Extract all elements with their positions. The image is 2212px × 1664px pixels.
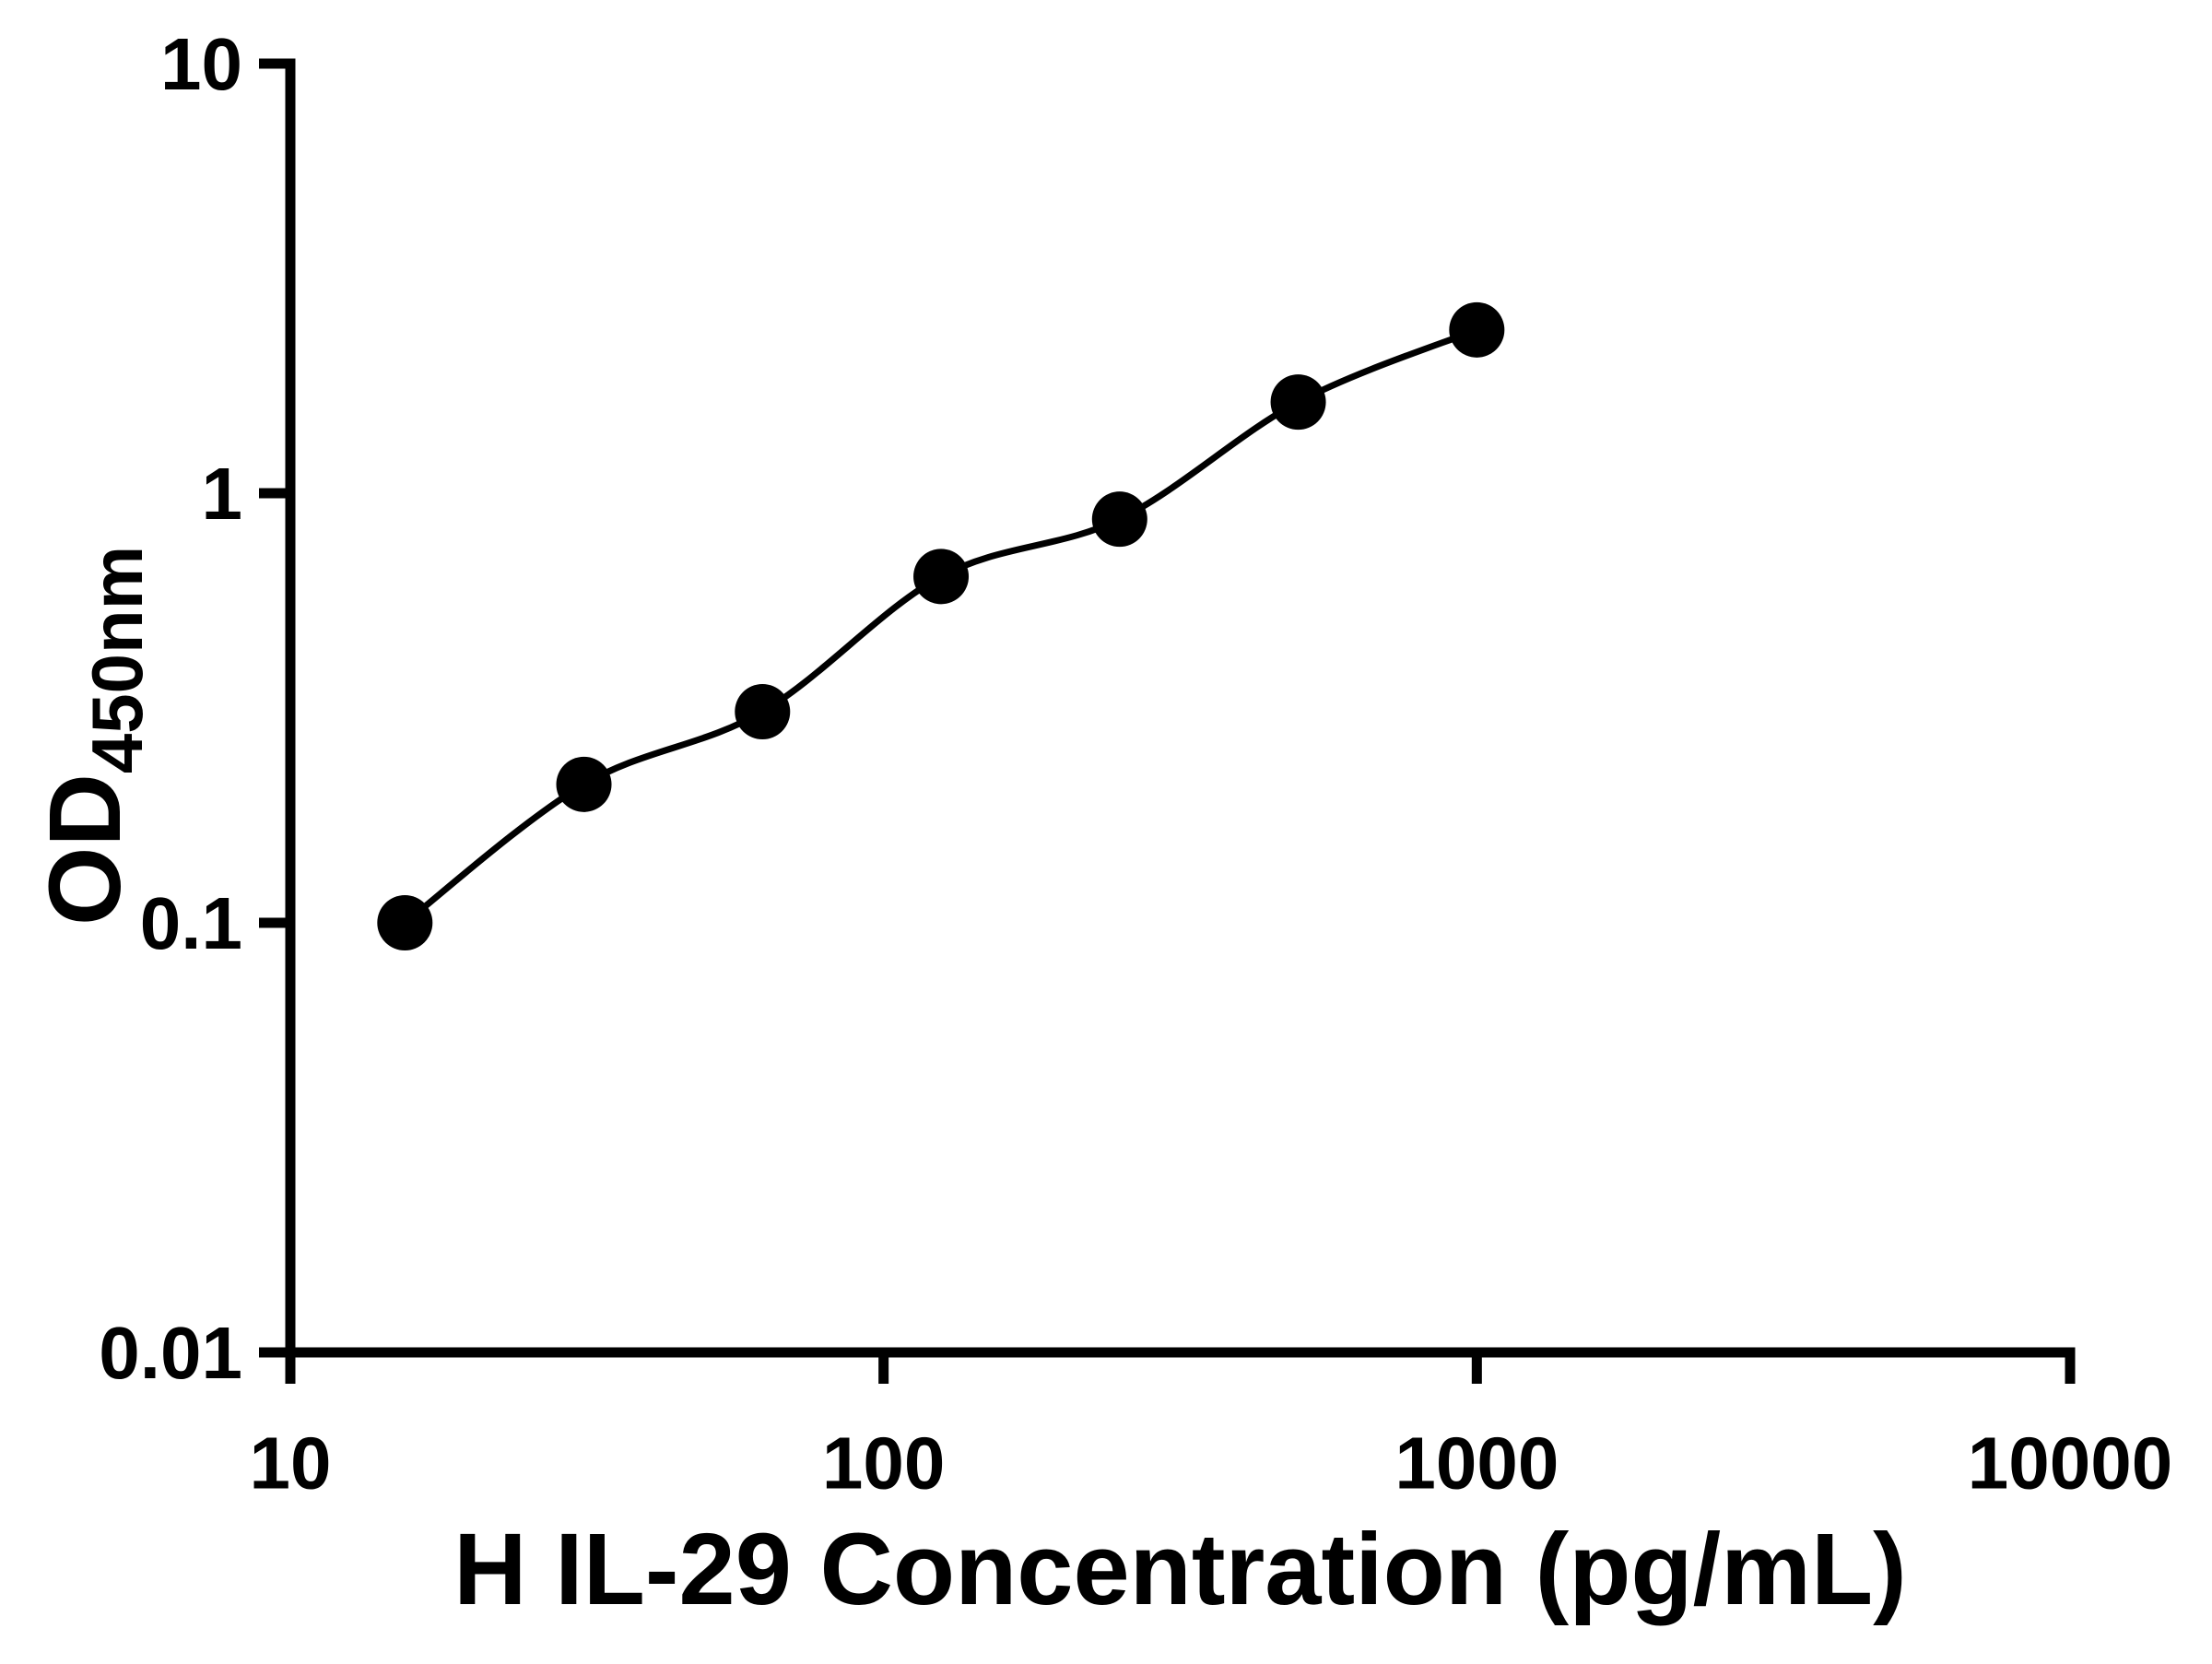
data-point-marker [1449,301,1505,358]
data-point-marker [1270,374,1326,431]
x-axis-tick-label: 1000 [1394,1422,1559,1505]
x-axis-tick-label: 10 [250,1422,332,1505]
y-axis-tick-label: 0.1 [140,882,242,964]
data-point-marker [556,756,612,812]
y-axis-tick-label: 0.01 [99,1312,242,1394]
x-axis-tick-label: 10000 [1968,1422,2172,1505]
x-axis-title: H IL-29 Concentration (pg/mL) [453,1513,1907,1626]
data-point-marker [913,549,970,605]
y-axis-tick-label: 10 [160,23,242,105]
y-axis-title: OD450nm [29,546,158,926]
y-axis-tick-label: 1 [202,453,243,535]
x-axis-tick-label: 100 [822,1422,945,1505]
data-point-marker [1091,491,1147,548]
data-point-marker [377,895,433,950]
data-point-marker [735,684,791,740]
